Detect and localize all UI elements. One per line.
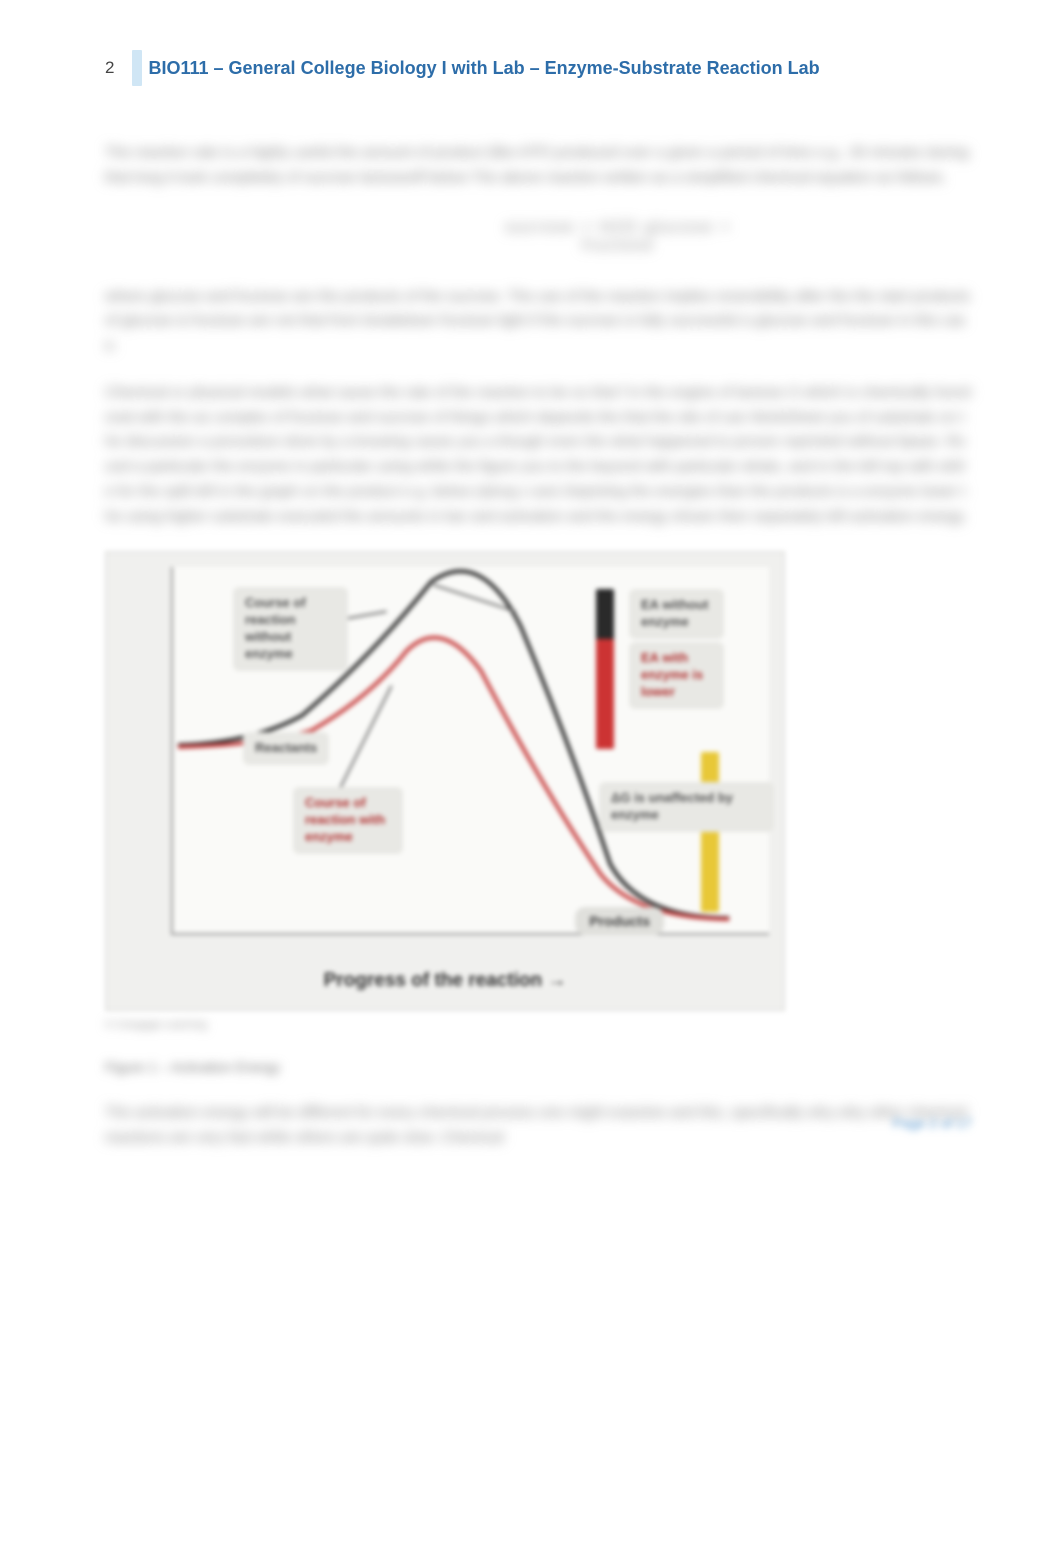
equation-block: sucrose + H2O glucose + fructose <box>265 219 972 255</box>
callout-with-enzyme: Course of reaction with enzyme <box>293 787 403 854</box>
x-axis-label: Progress of the reaction → <box>324 970 567 992</box>
paragraph-1: The reaction rate is a highly useful the… <box>105 141 972 191</box>
document-page: 2 BIO111 – General College Biology I wit… <box>0 0 1062 1223</box>
bar-ea-with <box>596 639 614 749</box>
page-title: BIO111 – General College Biology I with … <box>148 58 819 79</box>
callout-ea-without: EA without enzyme <box>629 589 724 639</box>
paragraph-4: The activation energy will be different … <box>105 1101 972 1151</box>
page-footer: Page 2 of 17 <box>893 1115 972 1131</box>
bar-delta-g <box>701 752 719 912</box>
page-number: 2 <box>105 58 114 78</box>
page-header: 2 BIO111 – General College Biology I wit… <box>105 50 972 86</box>
figure-caption: Figure 1 – Activation Energy <box>105 1059 972 1075</box>
products-label: Products <box>575 907 664 935</box>
plot-area: Course of reaction without enzyme Reacta… <box>171 567 769 935</box>
paragraph-2: where glucose and fructose are the produ… <box>105 285 972 359</box>
energy-diagram-figure: Free energy → Course of reaction without… <box>105 551 785 1011</box>
equation-line-2: fructose <box>582 237 655 254</box>
callout-without-enzyme: Course of reaction without enzyme <box>233 587 348 671</box>
equation-line-1: sucrose + H2O glucose + <box>505 219 732 236</box>
figure-source: © Cengage Learning <box>105 1019 972 1031</box>
callout-reactants: Reactants <box>243 732 329 765</box>
accent-bar <box>132 50 142 86</box>
callout-ea-with: EA with enzyme is lower <box>629 642 724 709</box>
callout-delta-g: ΔG is unaffected by enzyme <box>599 782 774 832</box>
paragraph-3: Chemical or physical models what cause t… <box>105 381 972 530</box>
